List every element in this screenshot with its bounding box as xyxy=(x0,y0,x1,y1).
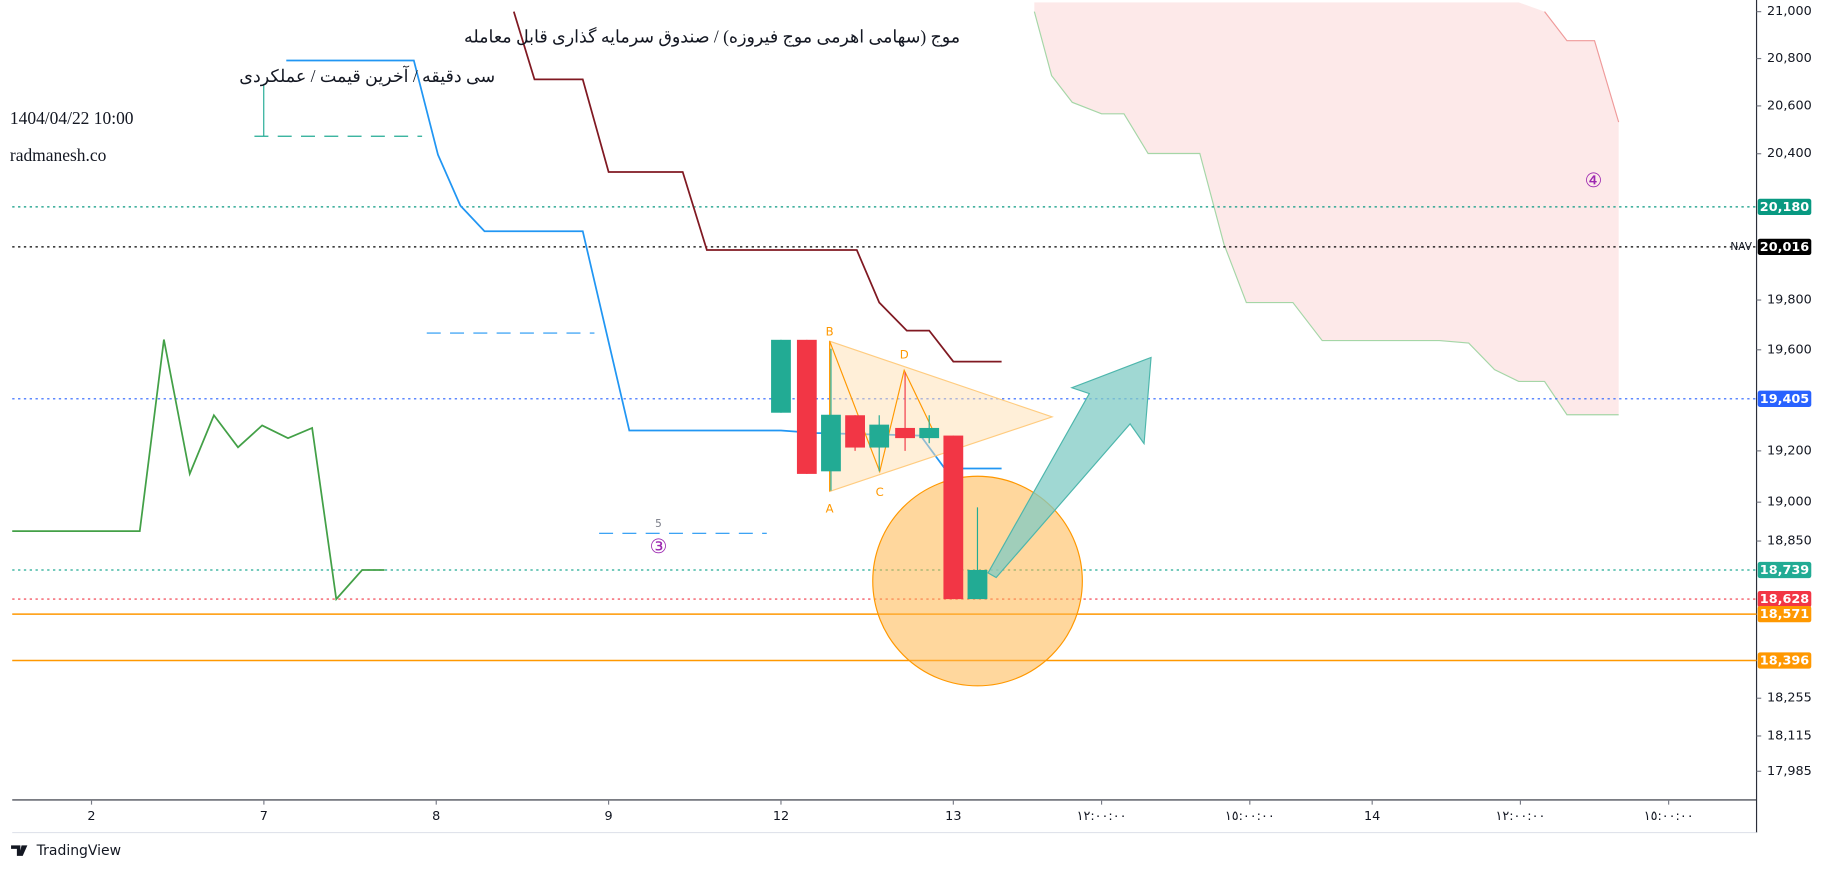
candle-body xyxy=(845,415,865,448)
x-tick-label: 2 xyxy=(87,809,95,824)
price-label: 18,628 xyxy=(1760,592,1809,607)
x-tick-label: ١٢:٠٠:٠٠ xyxy=(1495,809,1545,824)
subtitle: سی دقیقه / آخرین قیمت / عملکردی xyxy=(239,65,495,87)
source: radmanesh.co xyxy=(10,145,107,165)
pattern-label: D xyxy=(900,348,909,362)
wave-label: 5 xyxy=(655,518,662,530)
price-label: 19,405 xyxy=(1760,392,1809,407)
candle-body xyxy=(869,424,890,448)
y-tick-label: 19,600 xyxy=(1767,342,1812,357)
indicator-line xyxy=(512,11,1002,363)
price-label: 20,180 xyxy=(1760,200,1809,215)
x-tick-label: 8 xyxy=(432,809,440,824)
arrow xyxy=(987,356,1152,579)
price-label-bg xyxy=(1757,238,1812,256)
cloud-area xyxy=(1034,2,1619,415)
indicator-line xyxy=(12,339,385,602)
wave-label: ④ xyxy=(1585,169,1603,192)
wave-label: ③ xyxy=(650,535,668,558)
x-tick-label: ١٢:٠٠:٠٠ xyxy=(1077,809,1127,824)
title: موج (سهامی اهرمی موج فیروزه) / صندوق سرم… xyxy=(464,26,960,47)
candle-body xyxy=(967,569,988,600)
price-label: 18,396 xyxy=(1760,654,1809,669)
candle-body xyxy=(796,339,817,474)
candle-body xyxy=(895,427,915,439)
drawings xyxy=(254,83,1152,687)
candle-body xyxy=(919,427,940,439)
y-tick-label: 19,800 xyxy=(1767,293,1812,308)
y-tick-label: 19,200 xyxy=(1767,443,1812,458)
plot-area xyxy=(12,0,1758,834)
price-label-bg xyxy=(1757,198,1812,216)
price-label: 18,571 xyxy=(1760,607,1809,622)
x-tick-label: ١٥:٠٠:٠٠ xyxy=(1225,809,1275,824)
x-tick-label: ١٥:٠٠:٠٠ xyxy=(1644,809,1694,824)
price-label: 18,739 xyxy=(1760,563,1809,578)
candle-body xyxy=(821,414,841,472)
x-tick-label: 14 xyxy=(1364,809,1380,824)
x-tick-label: 13 xyxy=(945,809,961,824)
candle-body xyxy=(771,339,791,413)
pattern-label: A xyxy=(826,501,834,515)
date: 1404/04/22 10:00 xyxy=(10,108,134,128)
pattern-label: B xyxy=(826,324,834,338)
y-tick-label: 18,850 xyxy=(1767,534,1812,549)
pattern-label: C xyxy=(876,485,884,499)
nav-label: NAV xyxy=(1730,241,1752,253)
price-label-bg xyxy=(1757,561,1812,579)
x-tick-label: 12 xyxy=(773,809,789,824)
price-label-bg xyxy=(1757,390,1812,407)
y-tick-label: 20,800 xyxy=(1767,51,1812,66)
front-layer: 21,000 20,800 20,600 20,400 19,800 19,600 19,2… xyxy=(87,4,1811,824)
brand-logo xyxy=(11,845,28,856)
x-tick-label: 9 xyxy=(605,809,613,824)
y-tick-label: 20,400 xyxy=(1767,146,1812,161)
y-tick-label: 19,000 xyxy=(1767,495,1812,510)
cloud-lower xyxy=(1033,11,1619,416)
price-label: 20,016 xyxy=(1760,240,1809,255)
price-label-bg xyxy=(1757,605,1812,623)
y-tick-label: 18,115 xyxy=(1767,728,1812,743)
price-label-bg xyxy=(1757,652,1812,669)
y-tick-label: 18,255 xyxy=(1767,691,1812,706)
pattern-legs xyxy=(829,340,933,492)
brand: TradingView xyxy=(36,843,121,859)
y-tick-label: 20,600 xyxy=(1767,98,1812,113)
cloud-upper xyxy=(1544,11,1620,123)
price-label-bg xyxy=(1757,590,1812,608)
back-layer xyxy=(12,2,1757,662)
candle-body xyxy=(943,435,964,600)
x-tick-label: 7 xyxy=(260,809,268,824)
y-tick-label: 21,000 xyxy=(1767,4,1812,19)
y-tick-label: 17,985 xyxy=(1767,764,1812,779)
